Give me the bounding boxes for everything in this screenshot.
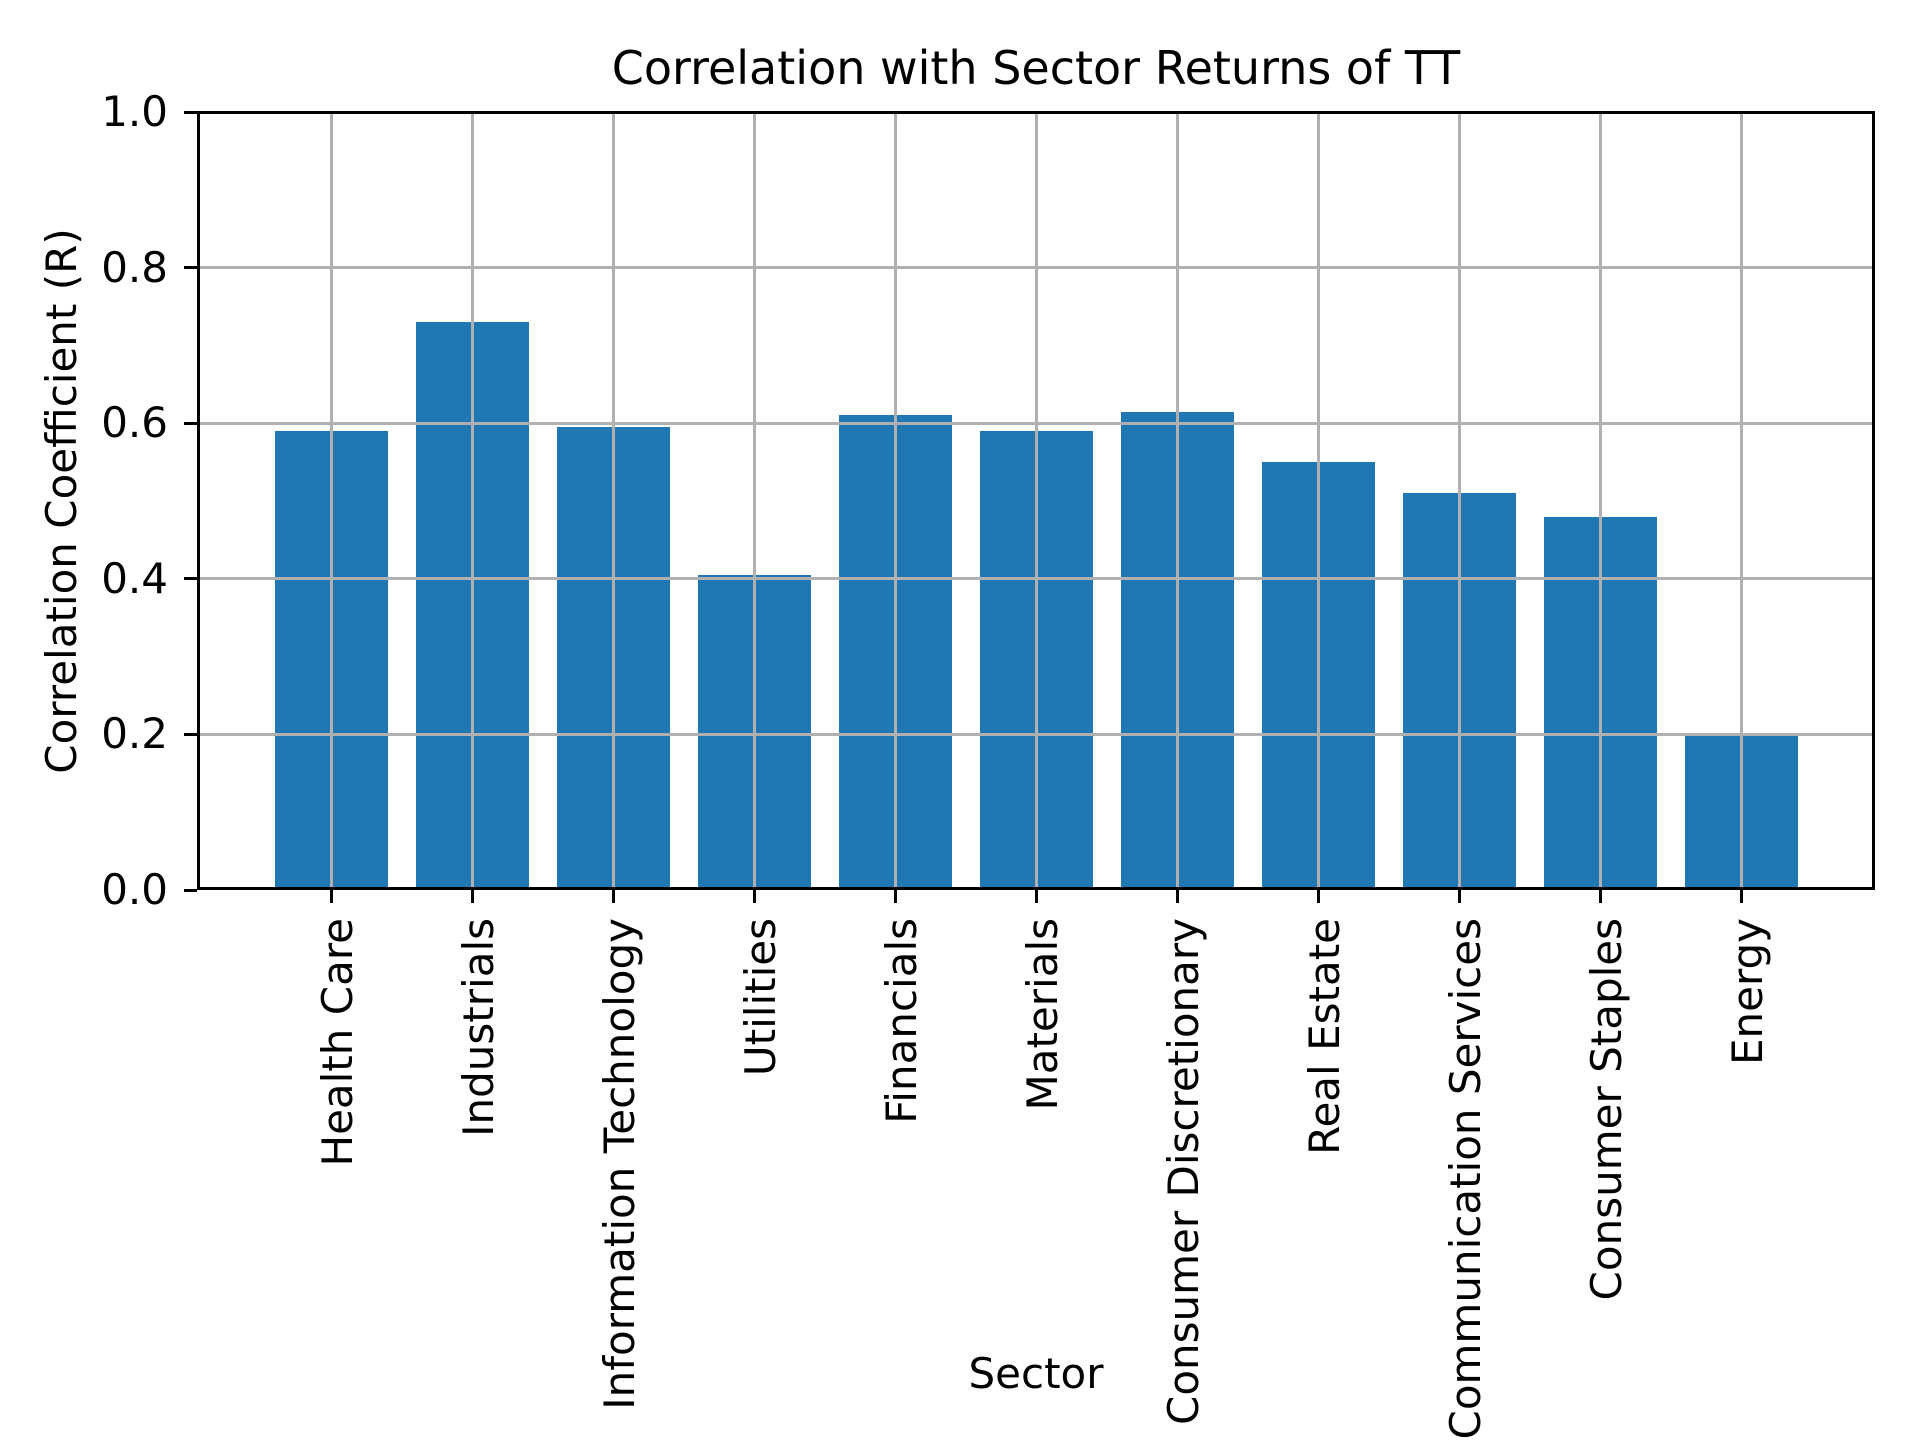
x-tick-label-energy: Energy: [1722, 918, 1772, 1066]
y-tick-label-0.4: 0.4: [101, 553, 168, 603]
y-axis-label: Correlation Coefficient (R): [37, 228, 86, 774]
x-tick-materials: [1035, 890, 1038, 903]
x-tick-label-utilities: Utilities: [735, 918, 785, 1077]
y-tick-1.0: [184, 110, 197, 114]
vgridline-consumer-staples: [1599, 113, 1602, 889]
vgridline-information-technology: [612, 113, 615, 889]
x-tick-label-information-technology: Information Technology: [594, 918, 644, 1410]
x-tick-financials: [894, 890, 897, 903]
x-axis-label: Sector: [968, 1349, 1104, 1398]
y-tick-label-0.2: 0.2: [101, 709, 168, 759]
vgridline-real-estate: [1317, 113, 1320, 889]
x-tick-health-care: [330, 890, 333, 903]
x-tick-label-industrials: Industrials: [453, 918, 503, 1137]
x-tick-real-estate: [1317, 890, 1320, 903]
x-tick-energy: [1740, 890, 1743, 903]
vgridline-health-care: [330, 113, 333, 889]
vgridline-consumer-discretionary: [1176, 113, 1179, 889]
y-tick-label-0.6: 0.6: [101, 398, 168, 448]
y-tick-label-0.0: 0.0: [101, 865, 168, 914]
x-tick-industrials: [471, 890, 474, 903]
vgridline-industrials: [471, 113, 474, 889]
x-tick-information-technology: [612, 890, 615, 903]
y-tick-label-0.8: 0.8: [101, 242, 168, 292]
x-tick-label-real-estate: Real Estate: [1299, 918, 1349, 1155]
vgridline-materials: [1035, 113, 1038, 889]
vgridline-energy: [1740, 113, 1743, 889]
x-tick-label-health-care: Health Care: [312, 918, 362, 1167]
vgridline-communication-services: [1458, 113, 1461, 889]
x-tick-utilities: [753, 890, 756, 903]
y-tick-0.0: [184, 888, 197, 892]
vgridline-financials: [894, 113, 897, 889]
chart-title: Correlation with Sector Returns of TT: [611, 41, 1461, 95]
x-tick-label-communication-services: Communication Services: [1440, 918, 1490, 1440]
y-tick-0.4: [184, 577, 197, 581]
x-tick-consumer-discretionary: [1176, 890, 1179, 903]
y-tick-0.8: [184, 266, 197, 270]
vgridline-utilities: [753, 113, 756, 889]
y-tick-0.2: [184, 732, 197, 736]
y-tick-0.6: [184, 421, 197, 425]
plot-area: [197, 111, 1875, 890]
x-tick-consumer-staples: [1599, 890, 1602, 903]
x-tick-label-consumer-staples: Consumer Staples: [1581, 918, 1631, 1301]
y-tick-label-1.0: 1.0: [101, 87, 168, 136]
x-tick-label-consumer-discretionary: Consumer Discretionary: [1158, 918, 1208, 1425]
x-tick-label-materials: Materials: [1017, 918, 1067, 1111]
x-tick-label-financials: Financials: [876, 918, 926, 1124]
x-tick-communication-services: [1458, 890, 1461, 903]
